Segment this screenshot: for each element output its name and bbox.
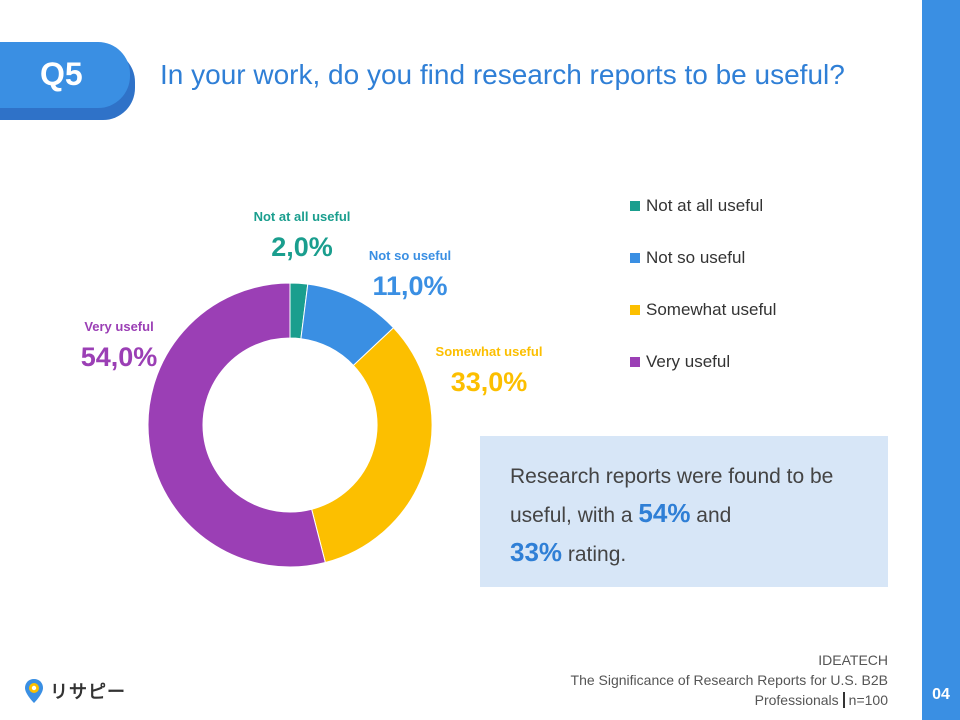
location-pin-icon: [25, 679, 43, 703]
legend-swatch: [630, 253, 640, 263]
legend-item-somewhat-useful: Somewhat useful: [630, 299, 776, 321]
chart-legend: Not at all useful Not so useful Somewhat u…: [630, 195, 776, 403]
summary-highlight-33: 33%: [510, 537, 563, 567]
source-footer: IDEATECH The Significance of Research Re…: [571, 650, 888, 710]
summary-part-1: Research reports were found to be useful…: [510, 465, 834, 527]
legend-label: Very useful: [646, 352, 731, 371]
summary-part-2: and: [690, 504, 732, 527]
summary-part-3: rating.: [562, 543, 627, 566]
donut-slice-very-useful: [147, 282, 326, 568]
page-number: 04: [932, 686, 950, 703]
legend-label: Somewhat useful: [646, 300, 777, 319]
sample-size: n=100: [848, 692, 888, 708]
page-title: In your work, do you find research repor…: [160, 59, 845, 90]
summary-text: Research reports were found to be useful…: [510, 458, 870, 573]
legend-swatch: [630, 357, 640, 367]
data-label-value-not-so-useful: 11,0%: [372, 271, 447, 301]
data-label-value-not-at-all-useful: 2,0%: [271, 232, 333, 262]
logo-text: リサピー: [50, 682, 126, 702]
data-label-value-very-useful: 54,0%: [81, 342, 158, 372]
legend-label: Not so useful: [646, 248, 746, 267]
legend-item-not-so-useful: Not so useful: [630, 247, 776, 269]
source-title: The Significance of Research Reports for…: [570, 672, 888, 688]
brand-logo: リサピー: [24, 678, 126, 704]
data-label-category-very-useful: Very useful: [84, 319, 153, 334]
legend-label: Not at all useful: [646, 196, 764, 215]
source-company: IDEATECH: [818, 652, 888, 668]
question-number: Q5: [40, 56, 83, 92]
summary-box: Research reports were found to be useful…: [480, 436, 888, 587]
donut-chart: Not at all useful 2,0% Not so useful 11,0% S…: [81, 209, 543, 568]
question-badge: [0, 42, 130, 108]
legend-swatch: [630, 201, 640, 211]
separator-bar: [842, 692, 845, 708]
donut-slice-somewhat-useful: [311, 327, 433, 564]
legend-item-very-useful: Very useful: [630, 351, 776, 373]
legend-swatch: [630, 305, 640, 315]
legend-item-not-at-all-useful: Not at all useful: [630, 195, 776, 217]
source-title-cont: Professionals: [754, 692, 839, 708]
data-label-category-not-at-all-useful: Not at all useful: [254, 209, 351, 224]
summary-highlight-54: 54%: [638, 498, 691, 528]
right-accent-bar: [922, 0, 960, 720]
data-label-value-somewhat-useful: 33,0%: [451, 367, 528, 397]
data-label-category-somewhat-useful: Somewhat useful: [436, 344, 543, 359]
data-label-category-not-so-useful: Not so useful: [369, 248, 451, 263]
